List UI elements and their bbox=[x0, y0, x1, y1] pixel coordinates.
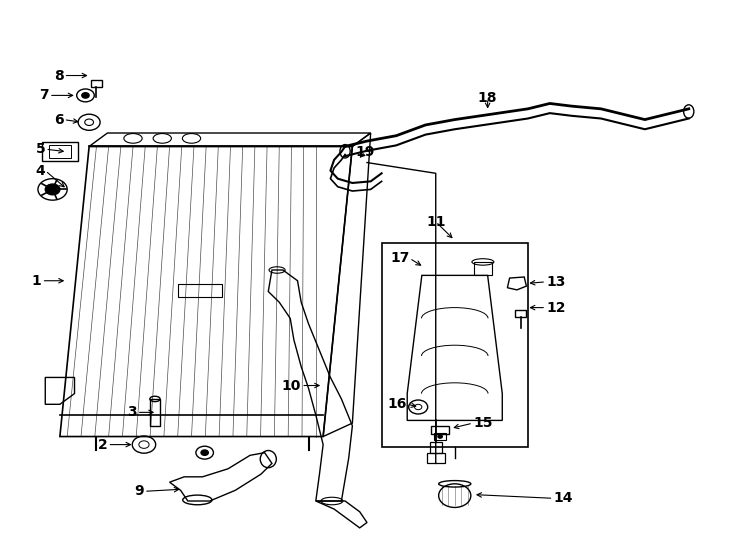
Text: 19: 19 bbox=[356, 145, 375, 159]
Text: 3: 3 bbox=[127, 406, 137, 420]
Text: 9: 9 bbox=[134, 484, 144, 498]
Bar bbox=[49, 145, 71, 158]
Text: 10: 10 bbox=[282, 379, 301, 393]
Text: 13: 13 bbox=[546, 275, 565, 289]
Bar bbox=[150, 399, 160, 426]
Bar bbox=[432, 426, 449, 434]
Circle shape bbox=[46, 184, 60, 195]
Text: 14: 14 bbox=[553, 491, 573, 505]
Circle shape bbox=[438, 435, 443, 438]
Text: 1: 1 bbox=[32, 274, 42, 288]
Text: 16: 16 bbox=[388, 397, 407, 411]
Bar bbox=[430, 442, 442, 453]
Bar bbox=[90, 80, 102, 87]
Text: 15: 15 bbox=[473, 416, 493, 430]
Bar bbox=[427, 453, 445, 463]
Text: 2: 2 bbox=[98, 437, 107, 451]
Text: 4: 4 bbox=[35, 164, 46, 178]
Bar bbox=[382, 243, 528, 447]
Circle shape bbox=[81, 93, 89, 98]
Text: 7: 7 bbox=[40, 89, 49, 103]
Bar bbox=[515, 310, 526, 318]
Text: 11: 11 bbox=[426, 215, 446, 228]
Text: 12: 12 bbox=[546, 301, 566, 315]
Text: 18: 18 bbox=[478, 91, 498, 105]
Circle shape bbox=[201, 450, 208, 455]
Bar bbox=[435, 433, 446, 440]
Text: 5: 5 bbox=[35, 142, 46, 156]
Bar bbox=[473, 262, 492, 275]
Bar bbox=[42, 142, 78, 161]
Text: 6: 6 bbox=[54, 112, 64, 126]
Bar bbox=[178, 284, 222, 298]
Text: 8: 8 bbox=[54, 69, 64, 83]
Text: 17: 17 bbox=[390, 251, 410, 265]
